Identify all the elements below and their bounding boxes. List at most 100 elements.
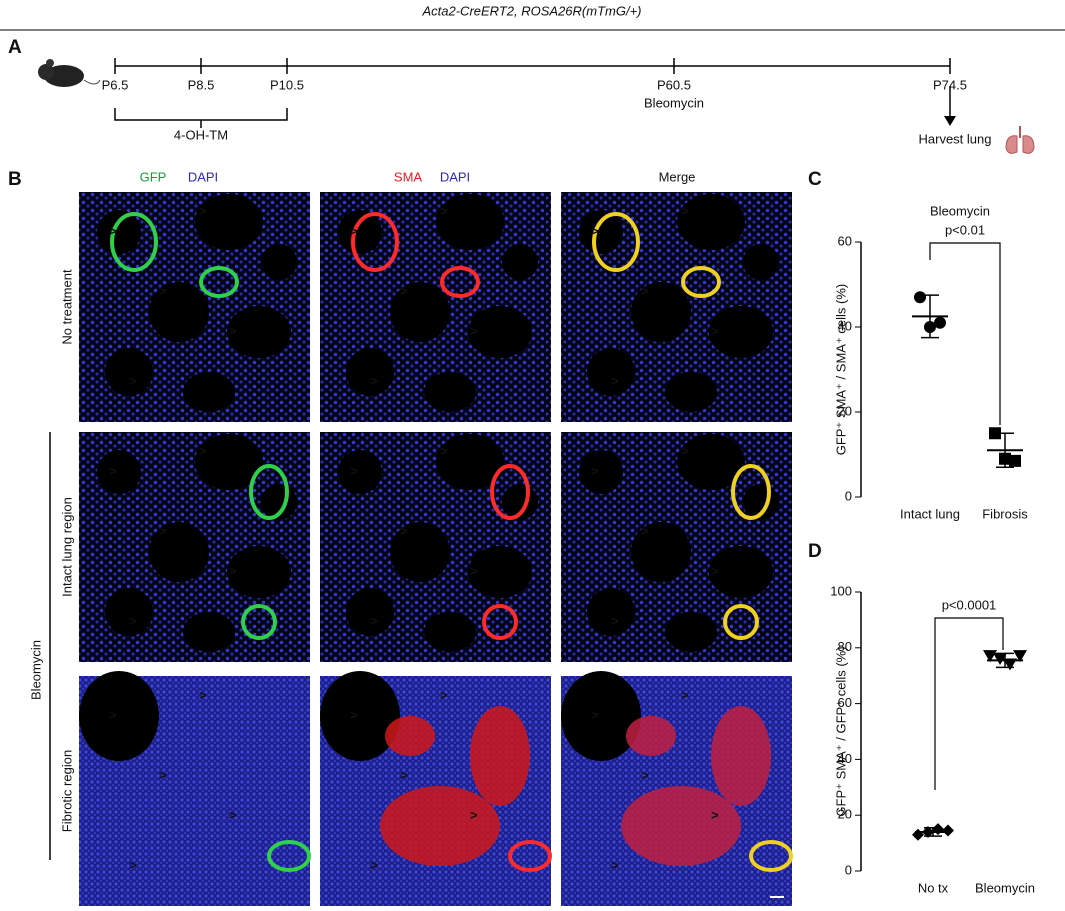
- arrowhead: >: [129, 373, 137, 388]
- micrograph: > > > > >: [79, 432, 310, 662]
- timeline-label: P8.5: [188, 77, 215, 92]
- micrograph: > > > > >: [320, 192, 551, 422]
- arrowhead: >: [370, 373, 378, 388]
- arrowhead: >: [109, 463, 117, 478]
- airspace: [320, 671, 400, 761]
- vessel-stain: [110, 212, 158, 272]
- arrowhead: >: [440, 687, 448, 702]
- arrowhead: >: [400, 523, 408, 538]
- airspace: [436, 434, 504, 490]
- timeline-label: P6.5: [102, 77, 129, 92]
- panel-label: A: [8, 37, 22, 58]
- y-tick-label: 20: [838, 403, 852, 418]
- injury-label: Bleomycin: [644, 95, 704, 110]
- airspace: [338, 450, 382, 494]
- airspace: [579, 450, 623, 494]
- y-tick-label: 20: [838, 807, 852, 822]
- sma-stain: [711, 706, 771, 806]
- arrowhead: >: [440, 203, 448, 218]
- data-point: [914, 291, 926, 304]
- data-point: [934, 316, 946, 329]
- micrograph: > > > > >: [561, 671, 793, 906]
- arrowhead: >: [199, 203, 207, 218]
- airspace: [195, 434, 263, 490]
- y-tick-label: 0: [845, 862, 852, 877]
- y-tick-label: 40: [838, 318, 852, 333]
- arrowhead: >: [440, 443, 448, 458]
- column-header: GFP: [140, 169, 167, 184]
- error-bar: [996, 432, 1014, 468]
- vessel-stain: [440, 266, 480, 298]
- x-tick-label: Bleomycin: [975, 880, 1035, 895]
- airspace: [468, 306, 532, 358]
- error-bar: [924, 827, 942, 837]
- timeline-label: P74.5: [933, 77, 967, 92]
- airspace: [346, 588, 394, 636]
- airspace: [97, 450, 141, 494]
- mouse-icon: [38, 59, 101, 87]
- airspace: [424, 612, 476, 652]
- arrowhead: >: [159, 283, 167, 298]
- x-tick-label: No tx: [918, 880, 949, 895]
- vessel-stain: [241, 604, 277, 640]
- data-point: [942, 824, 954, 837]
- vessel-stain: [731, 464, 771, 520]
- timeline-label: P10.5: [270, 77, 304, 92]
- panel-label: D: [808, 541, 822, 562]
- airspace: [424, 372, 476, 412]
- arrowhead: >: [400, 767, 408, 782]
- sma-stain: [470, 706, 530, 806]
- airspace: [502, 244, 538, 280]
- arrowhead: >: [229, 323, 237, 338]
- airspace: [346, 348, 394, 396]
- airspace: [677, 434, 745, 490]
- airspace: [338, 210, 382, 254]
- panel-label: B: [8, 169, 22, 190]
- arrowhead: >: [109, 707, 117, 722]
- airspace: [97, 210, 141, 254]
- error-bar: [996, 652, 1014, 669]
- row-label: Fibrotic region: [59, 750, 74, 832]
- vessel-stain: [482, 604, 518, 640]
- sma-stain: [621, 786, 741, 866]
- airspace: [665, 372, 717, 412]
- airspace: [105, 588, 153, 636]
- arrowhead: >: [159, 523, 167, 538]
- arrowhead: >: [350, 707, 358, 722]
- arrowhead: >: [159, 767, 167, 782]
- micrograph: > > > > >: [561, 432, 792, 662]
- arrowhead: >: [199, 443, 207, 458]
- vessel-stain: [749, 840, 793, 872]
- chart-title: Bleomycin: [930, 203, 990, 218]
- significance-bracket: [934, 617, 1004, 790]
- column-header: DAPI: [188, 169, 218, 184]
- data-point: [932, 823, 944, 836]
- significance-bracket: [929, 242, 1001, 425]
- data-point: [1013, 650, 1027, 663]
- treatment-label: 4-OH-TM: [174, 127, 228, 142]
- micrograph: > > > > >: [320, 432, 551, 662]
- airspace: [227, 306, 291, 358]
- arrowhead: >: [711, 563, 719, 578]
- vessel-stain: [199, 266, 239, 298]
- arrowhead: >: [109, 223, 117, 238]
- arrowhead: >: [229, 807, 237, 822]
- arrowhead: >: [470, 323, 478, 338]
- y-tick-label: 0: [845, 488, 852, 503]
- airspace: [436, 194, 504, 250]
- airspace: [105, 348, 153, 396]
- sma-stain: [626, 716, 676, 756]
- arrowhead: >: [711, 323, 719, 338]
- airspace: [631, 522, 691, 582]
- airspace: [709, 546, 773, 598]
- arrowhead: >: [611, 857, 619, 872]
- arrowhead: >: [641, 767, 649, 782]
- airspace: [468, 546, 532, 598]
- arrowhead: >: [370, 613, 378, 628]
- group-label: Bleomycin: [28, 640, 43, 700]
- arrowhead: >: [229, 563, 237, 578]
- arrowhead: >: [641, 283, 649, 298]
- arrowhead: >: [199, 687, 207, 702]
- arrowhead: >: [591, 707, 599, 722]
